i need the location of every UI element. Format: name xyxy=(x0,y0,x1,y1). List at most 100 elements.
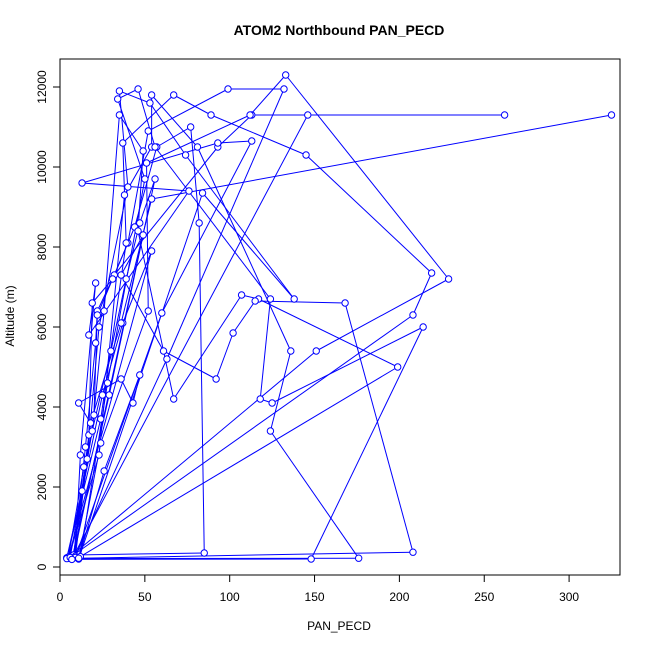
data-point xyxy=(83,455,91,463)
data-point xyxy=(134,227,142,235)
data-point xyxy=(95,323,103,331)
series-segment xyxy=(122,94,175,144)
data-point xyxy=(124,183,132,191)
y-axis-label: Altitude (m) xyxy=(3,285,17,346)
data-point xyxy=(307,555,315,563)
data-point xyxy=(103,379,112,387)
data-point xyxy=(97,415,105,423)
y-tick-label: 8000 xyxy=(35,233,49,260)
data-point xyxy=(207,111,215,119)
data-point xyxy=(120,191,129,199)
series-segment xyxy=(249,74,287,116)
data-point xyxy=(93,311,102,319)
y-tick-label: 6000 xyxy=(35,313,49,340)
data-point xyxy=(100,467,108,475)
data-point xyxy=(147,91,156,99)
series-segment xyxy=(100,310,149,444)
series-segment xyxy=(78,551,413,559)
series-segment xyxy=(270,430,360,559)
series-segment xyxy=(103,374,141,472)
data-point xyxy=(266,295,275,303)
series-segment xyxy=(79,282,97,456)
series-segment xyxy=(198,222,205,554)
data-point xyxy=(95,451,103,459)
series-segment xyxy=(119,90,151,104)
series-segment xyxy=(74,312,163,558)
data-point xyxy=(280,85,288,93)
series-segment xyxy=(151,114,612,200)
data-point xyxy=(81,443,90,451)
data-point xyxy=(246,111,254,119)
data-point xyxy=(86,419,95,427)
data-point xyxy=(122,239,130,247)
series-segment xyxy=(202,192,295,300)
data-point xyxy=(409,548,417,556)
data-point xyxy=(290,295,298,303)
data-point xyxy=(229,329,237,337)
data-point xyxy=(500,111,509,119)
series-segment xyxy=(185,154,295,300)
data-point xyxy=(195,219,203,227)
series-segment xyxy=(166,88,285,360)
data-point xyxy=(181,151,190,159)
data-point xyxy=(74,554,83,562)
data-point xyxy=(105,391,113,399)
data-point xyxy=(427,269,436,277)
data-point xyxy=(107,347,115,355)
data-point xyxy=(419,323,427,331)
data-point xyxy=(169,91,178,99)
series-segment xyxy=(137,230,175,400)
chart-title: ATOM2 Northbound PAN_PECD xyxy=(234,22,445,38)
series-segment xyxy=(412,272,433,316)
series-segment xyxy=(258,298,398,368)
data-point xyxy=(214,139,222,147)
data-point xyxy=(98,391,107,399)
series-segment xyxy=(113,146,219,276)
data-point xyxy=(185,187,193,195)
series-segment xyxy=(305,154,432,274)
series-segment xyxy=(271,326,424,404)
data-point xyxy=(91,279,100,287)
series-segment xyxy=(78,402,91,424)
y-tick-label: 4000 xyxy=(35,393,49,420)
series-segment xyxy=(68,250,153,558)
data-point xyxy=(302,151,310,159)
series-segment xyxy=(146,114,251,164)
data-point xyxy=(151,143,159,151)
data-point xyxy=(74,399,83,407)
data-point xyxy=(287,347,295,355)
y-tick-label: 2000 xyxy=(35,473,49,500)
series-segment xyxy=(310,326,424,560)
series-segment xyxy=(68,350,317,559)
data-point xyxy=(129,399,137,407)
series-segment xyxy=(90,322,122,424)
data-point xyxy=(251,297,259,305)
data-point xyxy=(268,399,276,407)
data-point xyxy=(248,137,256,145)
series-segment xyxy=(122,250,153,324)
data-point xyxy=(122,275,130,283)
series-segment xyxy=(71,394,110,560)
series-segment xyxy=(69,314,414,558)
data-point xyxy=(607,111,616,119)
data-point xyxy=(266,427,275,435)
series-segment xyxy=(173,294,242,400)
series-segment xyxy=(344,302,414,553)
x-tick-label: 50 xyxy=(138,590,152,604)
data-point xyxy=(108,275,117,283)
data-point xyxy=(136,219,144,227)
data-point xyxy=(142,159,151,167)
data-point xyxy=(341,299,349,307)
series-segment xyxy=(210,114,307,156)
data-point xyxy=(147,247,156,255)
series-segment xyxy=(117,88,139,100)
data-point xyxy=(186,123,195,131)
series-segment xyxy=(110,278,127,352)
data-point xyxy=(444,275,453,283)
data-point xyxy=(304,111,312,119)
series-segment xyxy=(173,94,212,116)
data-point xyxy=(144,307,152,315)
data-point xyxy=(115,87,124,95)
data-point xyxy=(91,339,100,347)
data-point xyxy=(281,71,290,79)
